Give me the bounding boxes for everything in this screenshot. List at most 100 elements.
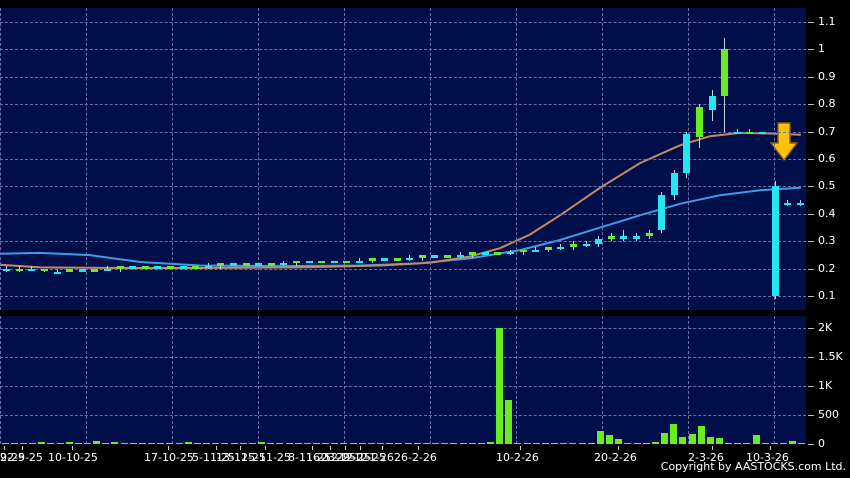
price-y-tick xyxy=(808,21,814,23)
ma-slow-line xyxy=(0,186,801,268)
volume-bar xyxy=(551,442,558,444)
candlestick xyxy=(318,260,325,264)
volume-plot-area xyxy=(0,316,806,444)
candlestick xyxy=(406,257,413,260)
x-axis-label: 22-9-25 xyxy=(0,451,43,464)
price-gridline-h xyxy=(0,131,806,133)
volume-bar xyxy=(340,443,347,444)
candlestick xyxy=(217,263,224,267)
volume-bar xyxy=(359,443,366,444)
candlestick xyxy=(532,249,539,252)
volume-bar xyxy=(139,443,146,444)
volume-bar xyxy=(130,443,137,444)
volume-bar xyxy=(414,443,421,444)
candle-wick xyxy=(31,266,32,269)
volume-bar xyxy=(286,443,293,444)
candlestick xyxy=(104,268,111,271)
x-axis-tick xyxy=(418,446,419,450)
candlestick xyxy=(91,268,98,272)
volume-bar xyxy=(304,443,311,444)
volume-chart-panel[interactable] xyxy=(0,316,806,444)
candlestick xyxy=(469,252,476,256)
candlestick xyxy=(243,263,250,267)
price-gridline-h xyxy=(0,296,806,298)
x-axis-tick xyxy=(618,446,619,450)
volume-bar xyxy=(121,443,128,444)
candlestick xyxy=(280,263,287,266)
price-y-label: 1.1 xyxy=(818,14,836,28)
x-axis-label: 10-2-26 xyxy=(496,451,539,464)
volume-bar xyxy=(249,443,256,444)
volume-bar xyxy=(679,437,686,444)
price-y-tick xyxy=(808,76,814,78)
candlestick xyxy=(608,235,615,239)
volume-bar xyxy=(313,443,320,444)
price-y-label: 1 xyxy=(818,42,825,56)
candlestick xyxy=(545,246,552,250)
volume-bar xyxy=(505,399,512,444)
volume-bar xyxy=(11,443,18,444)
volume-bar xyxy=(542,443,549,444)
volume-bar xyxy=(93,441,100,444)
volume-bar xyxy=(487,442,494,444)
price-chart-panel[interactable] xyxy=(0,8,806,310)
x-axis-tick xyxy=(72,446,73,450)
volume-bar xyxy=(698,425,705,444)
price-gridline-h xyxy=(0,104,806,106)
price-y-label: 0.9 xyxy=(818,69,836,83)
volume-bar xyxy=(350,443,357,444)
volume-bar xyxy=(716,437,723,444)
candlestick xyxy=(331,260,338,264)
volume-bar xyxy=(643,443,650,444)
candlestick xyxy=(419,255,426,258)
candlestick xyxy=(557,246,564,249)
volume-bar xyxy=(148,443,155,444)
candlestick xyxy=(306,260,313,264)
candlestick xyxy=(658,194,665,231)
candlestick xyxy=(180,266,187,269)
price-gridline-h xyxy=(0,76,806,78)
volume-bar xyxy=(212,443,219,444)
volume-bar xyxy=(661,433,668,444)
candlestick xyxy=(633,235,640,239)
volume-y-label: 500 xyxy=(818,407,839,421)
candlestick xyxy=(570,244,577,247)
candlestick xyxy=(797,202,804,205)
volume-bar xyxy=(624,443,631,444)
volume-bar xyxy=(322,443,329,444)
volume-bar xyxy=(615,438,622,444)
volume-gridline-v xyxy=(516,316,517,444)
price-y-tick xyxy=(808,49,814,51)
volume-y-tick xyxy=(808,414,814,416)
price-gridline-h xyxy=(0,159,806,160)
volume-bar xyxy=(276,443,283,444)
x-axis-tick xyxy=(770,446,771,450)
candlestick xyxy=(343,260,350,264)
volume-bar xyxy=(176,443,183,444)
price-y-label: 0.5 xyxy=(818,179,836,193)
candlestick xyxy=(66,268,73,272)
candle-wick xyxy=(372,257,373,264)
candlestick xyxy=(369,257,376,261)
volume-bar xyxy=(533,443,540,444)
volume-bar xyxy=(469,443,476,444)
candle-wick xyxy=(220,263,221,269)
volume-bar xyxy=(240,443,247,444)
x-axis-tick xyxy=(168,446,169,450)
x-axis-tick xyxy=(216,446,217,450)
price-gridline-v xyxy=(86,8,87,310)
candlestick xyxy=(646,233,653,236)
volume-bar xyxy=(569,443,576,444)
volume-bar xyxy=(57,443,64,444)
volume-bar xyxy=(231,443,238,444)
volume-bar xyxy=(102,443,109,444)
x-axis-label: 8-11-25 xyxy=(288,451,331,464)
volume-bar xyxy=(29,443,36,444)
volume-bar xyxy=(560,443,567,444)
candlestick xyxy=(3,268,10,271)
candlestick xyxy=(721,49,728,96)
volume-bar xyxy=(368,443,375,444)
candlestick xyxy=(255,263,262,267)
candlestick xyxy=(381,257,388,261)
volume-bar xyxy=(771,443,778,444)
